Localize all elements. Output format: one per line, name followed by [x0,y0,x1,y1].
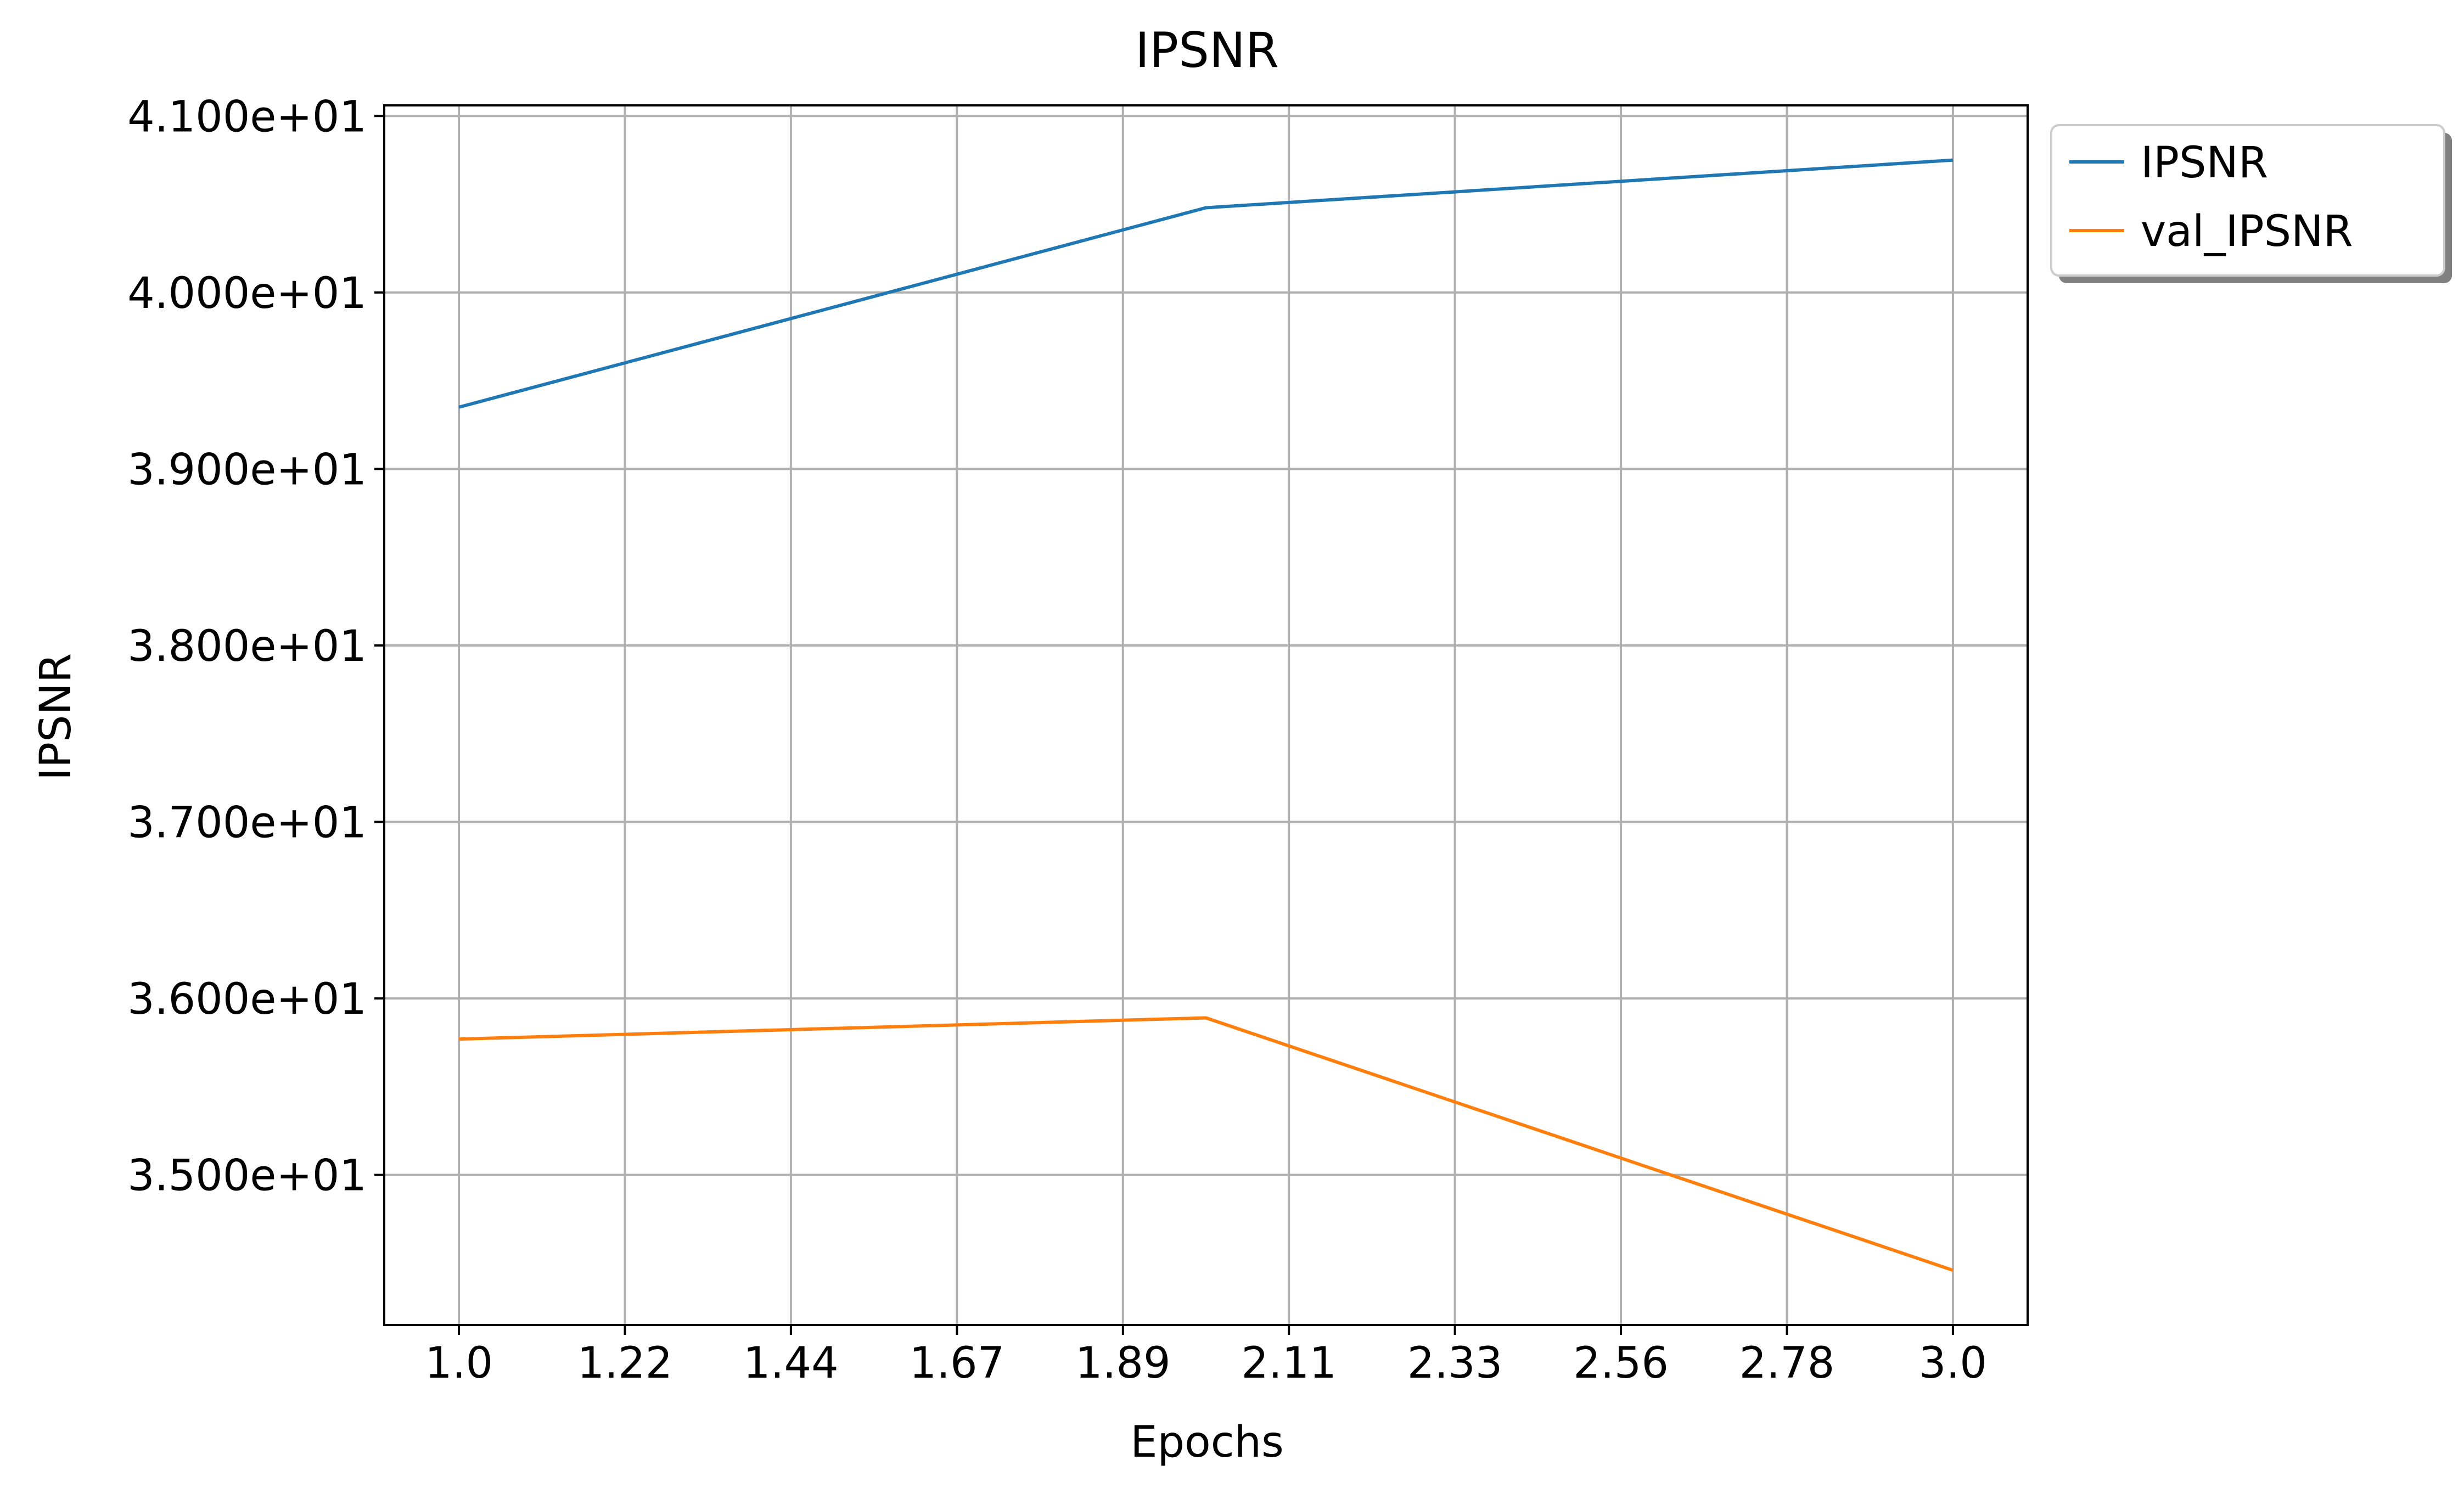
x-tick-label: 1.22 [577,1339,673,1388]
chart-title: IPSNR [1135,22,1279,78]
legend: IPSNR val_IPSNR [2050,124,2452,283]
x-tick-label: 1.89 [1075,1339,1171,1388]
y-tick-label: 3.900e+01 [127,445,367,495]
x-tick-label: 1.44 [743,1339,839,1388]
y-tick-label: 4.000e+01 [127,269,367,318]
series-line-ipsnr [458,158,1954,409]
legend-label: IPSNR [2141,138,2268,188]
legend-box [2050,124,2445,277]
x-tick-label: 3.0 [1919,1339,1987,1388]
y-tick-label: 3.600e+01 [127,975,367,1024]
x-axis: 1.0 1.22 1.44 1.67 1.89 2.11 2.33 2.56 2.78 3.0 [425,1325,1987,1388]
series-lines [458,158,1954,1272]
x-tick-label: 2.78 [1739,1339,1835,1388]
legend-label: val_IPSNR [2141,207,2353,256]
y-tick-label: 4.100e+01 [127,92,367,142]
x-tick-label: 2.11 [1241,1339,1337,1388]
series-line-val-ipsnr [459,1016,1954,1272]
x-tick-label: 2.56 [1573,1339,1669,1388]
y-axis: 3.500e+01 3.600e+01 3.700e+01 3.800e+01 3.90… [127,92,384,1201]
grid [384,105,2028,1325]
x-tick-label: 2.33 [1407,1339,1503,1388]
y-tick-label: 3.500e+01 [127,1152,367,1201]
x-axis-label: Epochs [1130,1418,1283,1467]
y-tick-label: 3.700e+01 [127,799,367,848]
y-tick-label: 3.800e+01 [127,622,367,671]
x-tick-label: 1.0 [425,1339,493,1388]
plot-frame [383,104,2029,1326]
x-tick-label: 1.67 [910,1339,1005,1388]
y-axis-label: IPSNR [31,653,81,780]
